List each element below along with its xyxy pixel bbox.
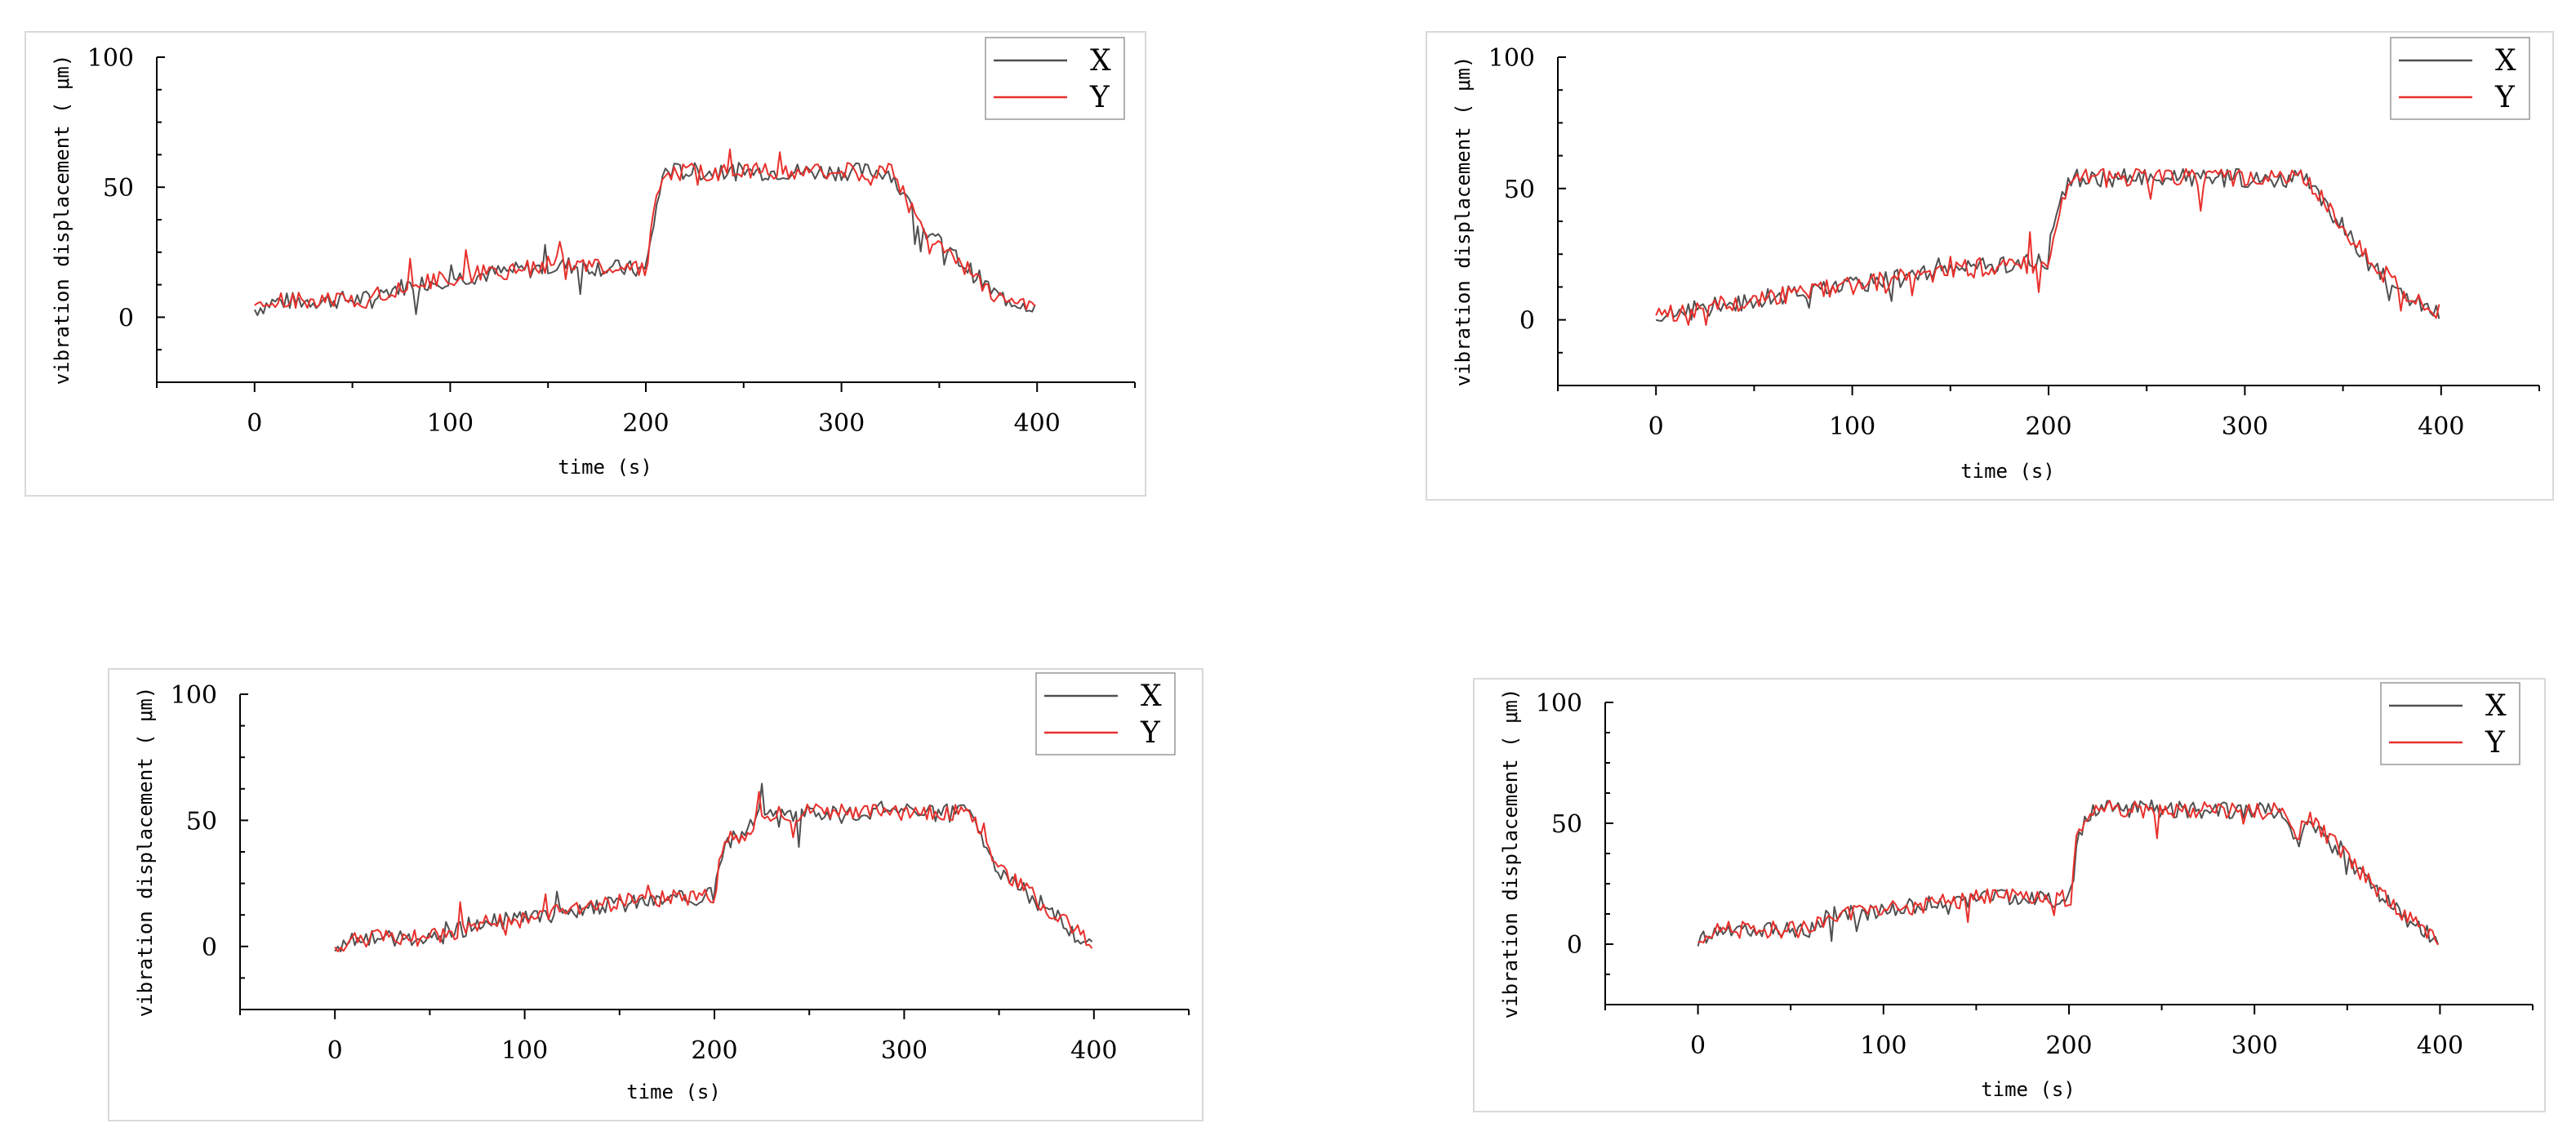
legend-box [1035,672,1176,755]
y-tick-label: 0 [1519,307,1535,336]
x-axis-title: time (s) [1960,460,2055,483]
legend-box [985,37,1125,120]
x-tick-label: 100 [427,409,474,438]
series-line-y [1655,167,2440,326]
chart-svg-bottom-right: 0 50 100 0 100 200 300 400 time (s) vibration dis… [1499,682,2534,1101]
x-tick-label: 0 [247,409,262,438]
chart-svg-bottom-left: 0 50 100 0 100 200 300 400 time (s) vibration dis… [134,672,1190,1103]
y-axis-title: vibration displacement ( μm) [134,687,157,1018]
y-tick-label: 100 [171,681,217,710]
y-tick-label: 100 [1536,689,1582,718]
y-tick-label: 0 [118,304,134,332]
chart-panel-top-right: 0 50 100 0 100 200 300 400 time (s) vibration dis… [1426,31,2554,501]
legend-box [2390,37,2530,120]
legend-label: Y [2485,726,2506,760]
y-tick-label: 50 [1504,176,1535,204]
y-axis-title: vibration displacement ( μm) [1499,689,1522,1019]
series-line-y [334,791,1093,952]
series-line-x [253,162,1036,316]
legend-label: X [2485,689,2507,723]
x-tick-label: 100 [1860,1032,1906,1060]
x-tick-label: 200 [622,409,669,438]
x-tick-label: 300 [818,409,865,438]
x-tick-label: 200 [2025,412,2071,441]
x-tick-label: 300 [2222,412,2268,441]
legend-label: X [1141,680,1162,713]
y-axis-title: vibration displacement ( μm) [51,55,73,386]
x-tick-label: 400 [2417,1032,2463,1060]
y-tick-label: 100 [1488,44,1535,73]
y-tick-label: 50 [1551,810,1582,839]
legend-label: Y [1089,81,1110,114]
chart-panel-bottom-right: 0 50 100 0 100 200 300 400 time (s) vibration dis… [1473,678,2546,1112]
legend-label: Y [1140,716,1161,750]
y-tick-label: 50 [103,174,134,203]
x-tick-label: 100 [501,1036,548,1065]
x-axis-title: time (s) [1981,1078,2075,1101]
series-line-x [1697,799,2440,947]
legend-box [2380,682,2520,765]
x-tick-label: 300 [2231,1032,2278,1060]
y-tick-label: 0 [1567,931,1582,960]
x-tick-label: 400 [2418,412,2464,441]
x-tick-label: 400 [1070,1036,1117,1065]
x-axis-title: time (s) [558,456,652,479]
y-tick-label: 100 [87,44,134,73]
y-tick-label: 50 [186,807,217,836]
x-tick-label: 100 [1829,412,1875,441]
x-tick-label: 200 [691,1036,737,1065]
series-line-y [1697,800,2439,946]
x-tick-label: 0 [1648,412,1664,441]
x-axis-title: time (s) [626,1081,721,1103]
chart-panel-top-left: 0 50 100 0 100 200 300 400 time (s) vibration dis… [24,31,1146,497]
chart-svg-top-left: 0 50 100 0 100 200 300 400 time (s) vibration dis… [51,37,1136,479]
x-tick-label: 200 [2045,1032,2092,1060]
chart-panel-bottom-left: 0 50 100 0 100 200 300 400 time (s) vibration dis… [108,668,1203,1121]
series-line-x [334,782,1093,952]
x-tick-label: 0 [1690,1032,1706,1060]
x-tick-label: 300 [881,1036,928,1065]
x-tick-label: 400 [1014,409,1061,438]
y-axis-title: vibration displacement ( μm) [1452,56,1475,387]
legend-label: Y [2494,81,2516,114]
x-tick-label: 0 [327,1036,343,1065]
chart-svg-top-right: 0 50 100 0 100 200 300 400 time (s) vibration dis… [1452,37,2540,483]
legend-label: X [2495,44,2516,78]
legend-label: X [1090,44,1111,78]
series-line-y [254,148,1036,310]
y-tick-label: 0 [202,934,217,962]
